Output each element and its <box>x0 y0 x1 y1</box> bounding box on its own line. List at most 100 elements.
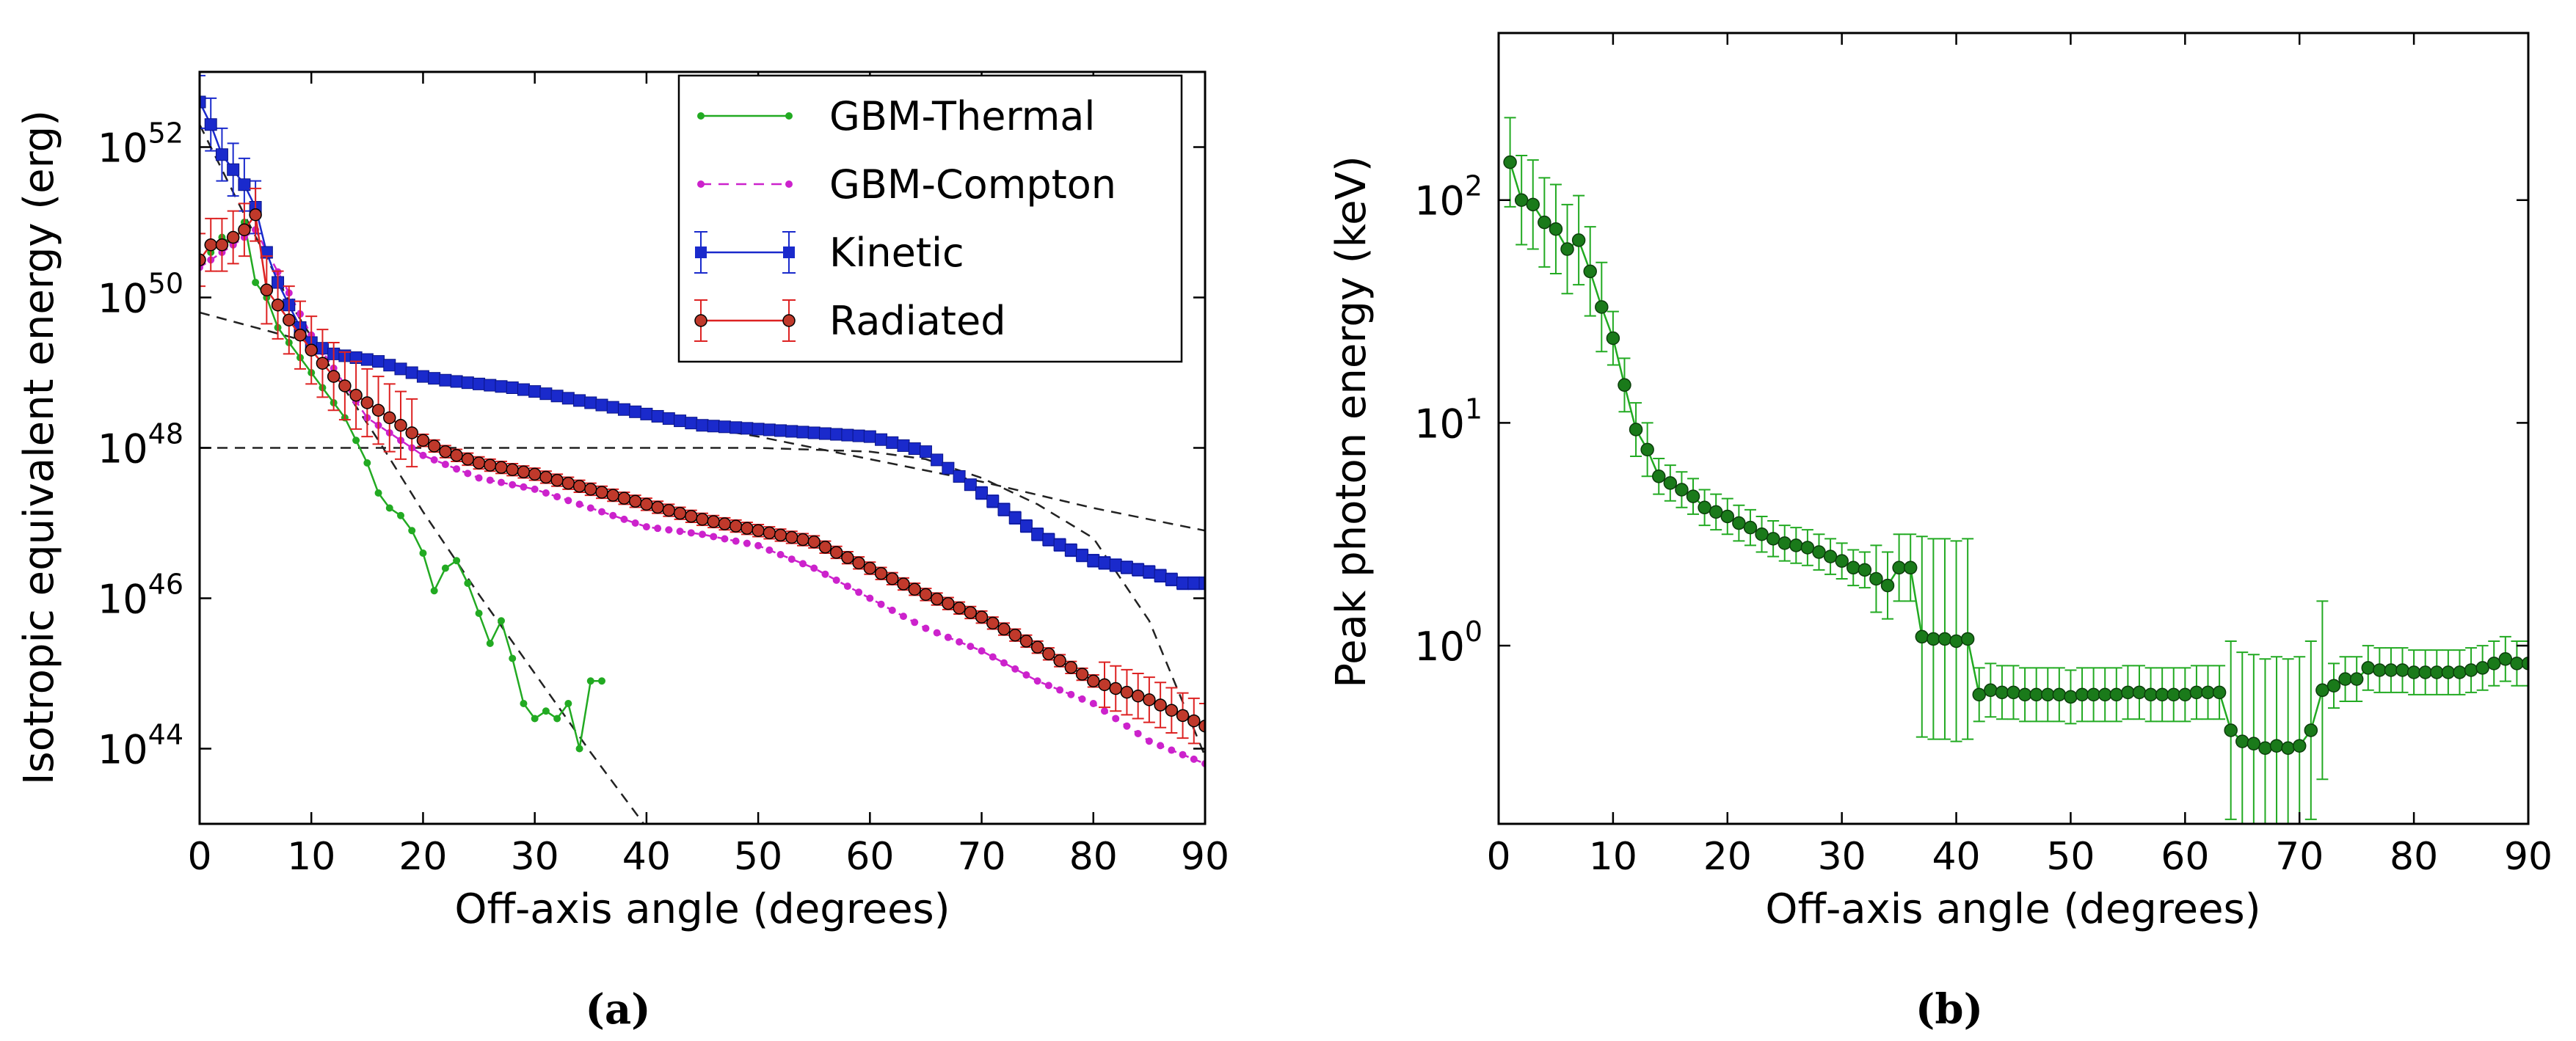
data-point <box>628 494 642 508</box>
data-point <box>2041 687 2055 702</box>
data-point <box>1168 746 1176 754</box>
y-tick-label: 100 <box>1414 616 1482 670</box>
data-point <box>2064 690 2078 704</box>
data-point <box>818 427 832 440</box>
data-point <box>2373 663 2387 677</box>
data-point <box>1131 690 1145 703</box>
data-point <box>654 525 662 533</box>
data-point <box>617 403 630 416</box>
data-point <box>2521 657 2528 671</box>
data-point <box>564 497 572 505</box>
data-point <box>352 437 360 445</box>
data-point <box>908 582 921 596</box>
data-point <box>550 473 564 487</box>
data-point <box>572 480 586 493</box>
data-point <box>561 392 575 405</box>
data-point <box>953 470 966 483</box>
data-point <box>908 442 921 456</box>
data-point <box>1120 685 1134 699</box>
data-point <box>397 511 404 519</box>
legend-marker <box>783 246 795 258</box>
data-point <box>283 313 296 326</box>
data-point <box>484 379 497 392</box>
data-point <box>2510 657 2524 671</box>
data-point <box>1618 378 1631 392</box>
data-point <box>942 461 955 475</box>
data-point <box>852 556 865 570</box>
data-point <box>754 541 763 549</box>
data-point <box>294 329 307 342</box>
data-point <box>1926 632 1940 646</box>
data-point <box>1571 233 1586 247</box>
data-point <box>2109 687 2124 702</box>
data-point <box>2224 723 2238 737</box>
data-point <box>911 618 919 627</box>
data-point <box>271 299 285 312</box>
data-point <box>2212 685 2227 700</box>
data-point <box>584 396 597 409</box>
data-point <box>774 424 787 437</box>
data-point <box>964 606 978 619</box>
legend-frame <box>677 74 1183 363</box>
data-point <box>595 486 608 499</box>
data-point <box>1064 544 1077 557</box>
data-point <box>461 376 474 390</box>
x-tick-label: 70 <box>2275 835 2324 879</box>
data-point <box>687 529 695 537</box>
data-point <box>1595 300 1609 314</box>
x-tick-label: 40 <box>622 835 671 879</box>
data-point <box>1011 665 1019 673</box>
data-point <box>841 428 854 442</box>
data-point <box>1042 647 1055 661</box>
x-tick-label: 80 <box>2390 835 2438 879</box>
data-point <box>832 576 840 584</box>
data-point <box>1176 709 1190 723</box>
series-kinetic <box>200 75 1205 591</box>
data-point <box>953 602 966 615</box>
data-point <box>453 465 461 473</box>
data-point <box>2006 685 2020 700</box>
data-point <box>238 223 251 236</box>
data-point <box>1101 707 1108 715</box>
data-point <box>875 433 888 446</box>
data-point <box>900 613 907 621</box>
data-point <box>1835 554 1849 568</box>
data-point <box>986 494 1000 508</box>
data-point <box>542 707 550 715</box>
data-point <box>2430 665 2444 679</box>
data-point <box>2486 657 2501 671</box>
data-point <box>807 535 821 549</box>
data-point <box>796 425 809 439</box>
data-point <box>1145 737 1153 745</box>
y-tick-label: 102 <box>1414 170 1482 224</box>
data-point <box>642 523 650 531</box>
data-point <box>1132 563 1145 577</box>
data-point <box>2166 687 2180 702</box>
data-point <box>441 564 449 572</box>
data-point <box>327 370 341 383</box>
data-point <box>509 481 517 489</box>
data-point <box>2246 737 2261 750</box>
y-tick-label: 1044 <box>98 719 183 773</box>
data-point <box>464 580 472 587</box>
data-point <box>595 398 608 412</box>
x-tick-label: 20 <box>399 835 447 879</box>
data-point <box>598 508 605 516</box>
data-point <box>509 654 517 662</box>
data-point <box>707 515 720 528</box>
data-point <box>699 530 706 538</box>
data-point <box>2201 685 2215 700</box>
data-point <box>1743 520 1758 535</box>
data-point <box>1053 538 1066 552</box>
data-point <box>204 118 217 131</box>
data-point <box>1112 715 1120 723</box>
data-point <box>1800 541 1815 555</box>
data-point <box>486 640 494 647</box>
data-point <box>2178 687 2192 702</box>
data-point <box>2189 685 2204 700</box>
data-point <box>2326 679 2341 693</box>
data-point <box>2258 741 2272 756</box>
x-tick-label: 10 <box>1589 835 1637 879</box>
data-point <box>1823 549 1838 563</box>
data-point <box>1880 578 1895 593</box>
